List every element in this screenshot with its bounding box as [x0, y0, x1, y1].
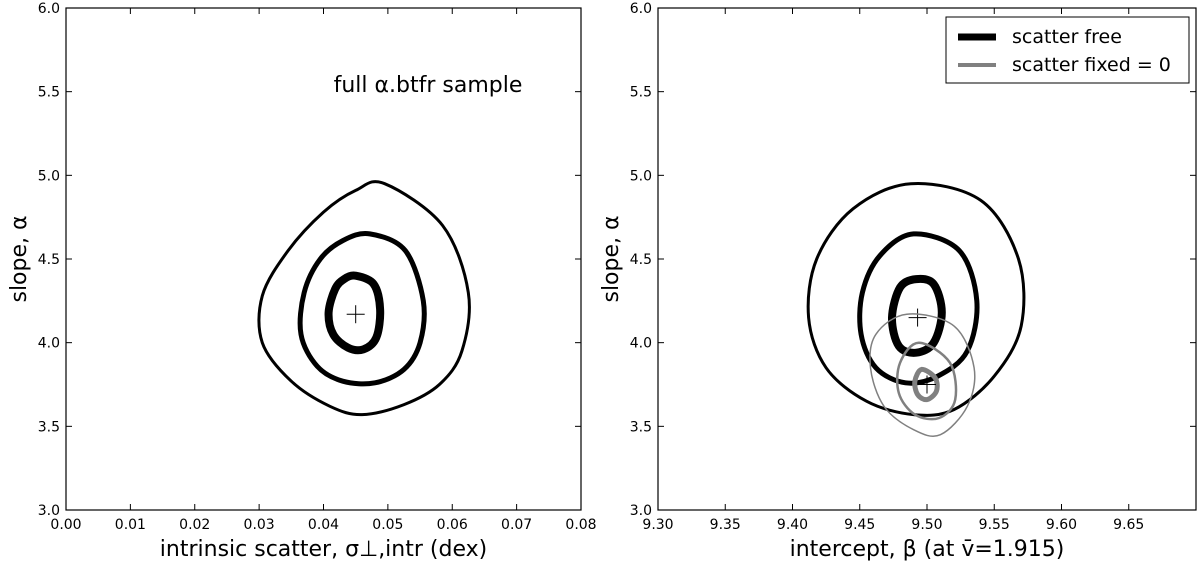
contour-level-2 [857, 231, 980, 386]
x-tick-label: 0.00 [50, 517, 81, 533]
x-tick-label: 0.08 [565, 517, 596, 533]
y-tick-label: 5.5 [38, 85, 60, 101]
y-axis-label: slope, α [599, 215, 624, 302]
contour-level-1 [912, 366, 940, 403]
x-tick-label: 9.60 [1046, 517, 1077, 533]
x-tick-label: 9.55 [979, 517, 1010, 533]
y-tick-label: 6.0 [630, 1, 652, 17]
y-tick-label: 5.5 [630, 85, 652, 101]
contour-level-2 [895, 341, 958, 421]
contour-level-1 [888, 274, 946, 357]
y-tick-label: 3.5 [38, 419, 60, 435]
x-tick-label: 0.07 [501, 517, 532, 533]
legend-box [945, 16, 1190, 84]
y-tick-label: 3.0 [630, 503, 652, 519]
legend-entry-label: scatter free [1012, 26, 1122, 48]
y-tick-label: 4.0 [630, 336, 652, 352]
contour-level-3 [257, 180, 471, 417]
best-fit-marker [908, 308, 927, 327]
x-axis-label: intercept, β (at v̄=1.915) [790, 537, 1065, 562]
contour-level-3 [869, 313, 976, 437]
legend-entry-label: scatter fixed = 0 [1012, 54, 1171, 76]
y-tick-label: 4.5 [630, 252, 652, 268]
contour-level-1 [324, 271, 385, 355]
x-tick-label: 0.01 [115, 517, 146, 533]
x-tick-label: 9.45 [844, 517, 875, 533]
y-tick-label: 4.5 [38, 252, 60, 268]
x-tick-label: 0.04 [308, 517, 339, 533]
y-tick-label: 5.0 [38, 168, 60, 184]
contour-level-2 [297, 231, 427, 387]
y-tick-label: 4.0 [38, 336, 60, 352]
panel-2: 9.30 9.35 9.40 9.45 9.50 9.55 9.60 9.65 3.0 3.5 4.… [599, 1, 1197, 562]
x-tick-label: 0.05 [372, 517, 403, 533]
y-tick-label: 3.0 [38, 503, 60, 519]
y-axis-label: slope, α [7, 215, 32, 302]
x-tick-label: 9.30 [642, 517, 673, 533]
x-tick-label: 0.03 [244, 517, 275, 533]
x-tick-label: 9.65 [1113, 517, 1144, 533]
y-tick-label: 5.0 [630, 168, 652, 184]
sample-annotation: full α.btfr sample [334, 73, 523, 98]
x-tick-label: 9.50 [911, 517, 942, 533]
x-tick-label: 0.06 [437, 517, 468, 533]
x-axis-label: intrinsic scatter, σ⊥,intr (dex) [160, 537, 487, 562]
x-tick-label: 0.02 [179, 517, 210, 533]
y-tick-label: 6.0 [38, 1, 60, 17]
best-fit-marker [918, 375, 936, 394]
x-tick-label: 9.40 [777, 517, 808, 533]
panel-1: 0.00 0.01 0.02 0.03 0.04 0.05 0.06 0.07 0.08 3.0 3… [7, 1, 597, 562]
y-tick-label: 3.5 [630, 419, 652, 435]
x-tick-label: 9.35 [710, 517, 741, 533]
best-fit-marker [346, 305, 365, 324]
legend: scatter free scatter fixed = 0 [945, 16, 1190, 84]
